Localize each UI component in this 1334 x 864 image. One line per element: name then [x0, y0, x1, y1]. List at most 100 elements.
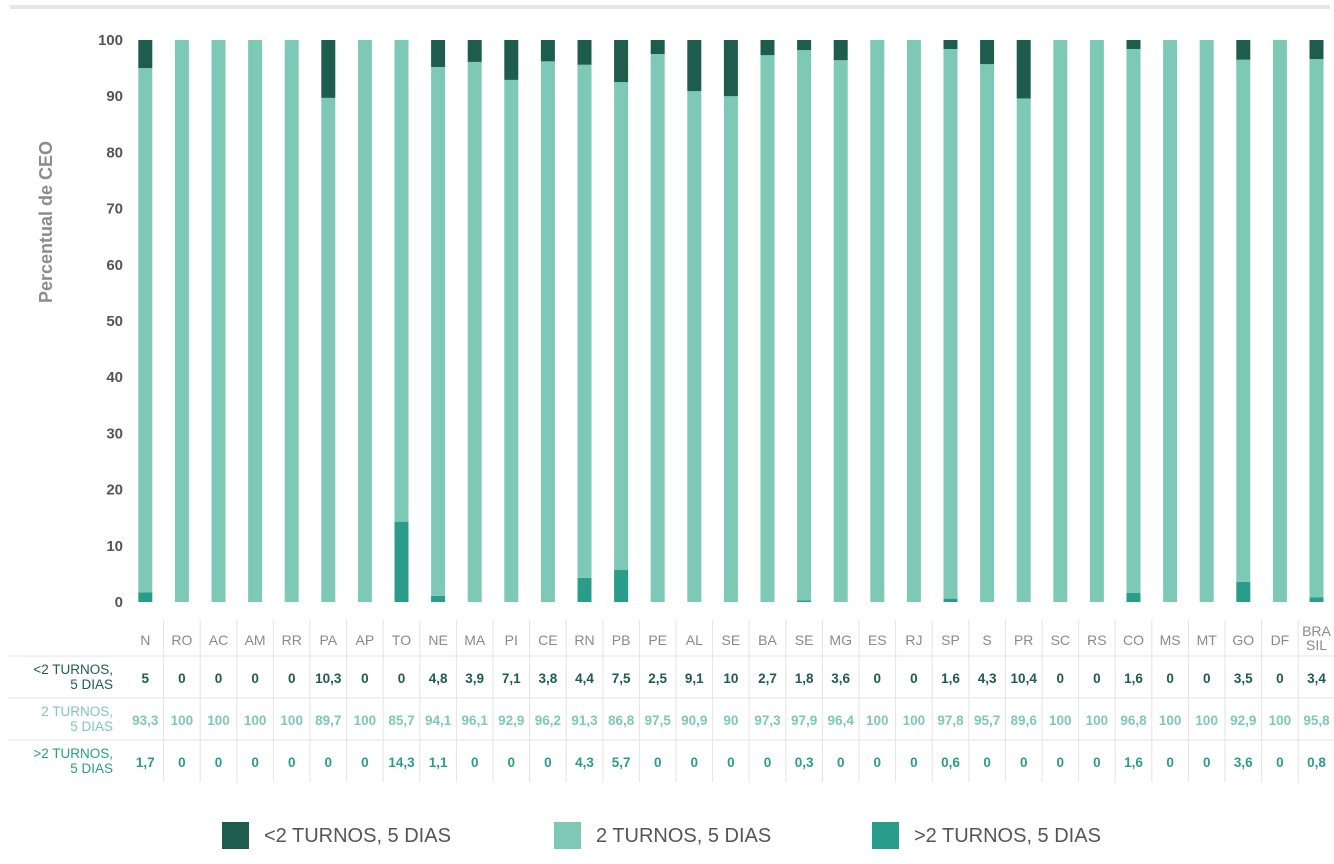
category-label: CO — [1123, 632, 1144, 648]
table-cell-value: 0 — [1166, 755, 1174, 770]
bar-segment-2 — [650, 54, 665, 603]
bar-segment-gt2 — [1236, 581, 1251, 602]
table-cell-value: 100 — [1195, 713, 1218, 728]
bar-segment-lt2 — [980, 40, 995, 65]
category-label: AP — [356, 632, 375, 648]
table-cell-value: 0 — [874, 755, 882, 770]
table-cell-value: 3,5 — [1234, 671, 1253, 686]
table-cell-value: 0 — [215, 671, 223, 686]
bar-segment-gt2 — [797, 600, 812, 602]
table-cell-value: 91,3 — [571, 713, 598, 728]
table-cell-value: 0 — [1203, 755, 1211, 770]
table-cell-value: 0 — [1166, 671, 1174, 686]
table-cell-value: 0 — [1057, 671, 1065, 686]
table-cell-value: 0 — [910, 671, 918, 686]
table-cell-value: 4,3 — [978, 671, 997, 686]
bar-segment-lt2 — [321, 40, 336, 98]
table-cell-value: 85,7 — [388, 713, 414, 728]
table-cell-value: 100 — [354, 713, 377, 728]
table-cell-value: 100 — [1049, 713, 1072, 728]
bar-segment-gt2 — [138, 592, 153, 602]
table-cell-value: 0 — [178, 671, 186, 686]
bar-segment-2 — [1272, 40, 1287, 602]
table-cell-value: 89,7 — [315, 713, 341, 728]
table-cell-value: 1,8 — [795, 671, 814, 686]
table-cell-value: 100 — [903, 713, 926, 728]
category-label: SE — [795, 632, 814, 648]
bar-segment-lt2 — [797, 40, 812, 51]
bar-segment-2 — [248, 40, 263, 602]
y-tick-label: 0 — [115, 594, 123, 611]
bar-segment-lt2 — [540, 40, 555, 62]
bar-segment-2 — [1053, 40, 1068, 602]
table-cell-value: 0 — [361, 755, 369, 770]
bar-segment-2 — [614, 82, 629, 570]
table-cell-value: 100 — [866, 713, 889, 728]
bar-segment-lt2 — [431, 40, 446, 67]
category-label: AM — [245, 632, 266, 648]
table-cell-value: 100 — [1159, 713, 1182, 728]
bar-segment-2 — [1309, 59, 1324, 598]
table-cell-value: 1,6 — [941, 671, 960, 686]
y-axis-label: Percentual de CEO — [36, 141, 56, 303]
table-cell-value: 4,8 — [429, 671, 448, 686]
category-label: DF — [1271, 632, 1290, 648]
table-cell-value: 0 — [1020, 755, 1028, 770]
bar-segment-lt2 — [614, 40, 629, 83]
table-cell-value: 94,1 — [425, 713, 452, 728]
table-cell-value: 97,3 — [754, 713, 781, 728]
table-cell-value: 95,7 — [974, 713, 1000, 728]
data-table: N RO AC AM RR PA AP TO NE MA PI CE RN PB PE AL SE BA SE MG E… — [8, 620, 1334, 782]
table-cell-value: 5,7 — [612, 755, 631, 770]
table-cell-value: 92,9 — [1230, 713, 1256, 728]
bar-segment-lt2 — [138, 40, 153, 69]
bar-segment-2 — [431, 66, 446, 596]
table-cell-value: 100 — [171, 713, 194, 728]
table-cell-value: 89,6 — [1011, 713, 1038, 728]
table-cell-value: 3,6 — [831, 671, 850, 686]
legend-swatch — [222, 822, 249, 849]
table-cell-value: 0 — [910, 755, 918, 770]
legend-label: 2 TURNOS, 5 DIAS — [596, 825, 771, 847]
table-cell-value: 0 — [764, 755, 772, 770]
bar-segment-lt2 — [760, 40, 775, 56]
category-label: S — [982, 632, 991, 648]
y-axis-ticks: 0 10 20 30 40 50 60 70 80 90 100 — [98, 32, 123, 611]
bar-segment-2 — [394, 40, 409, 522]
table-cell-value: 0 — [874, 671, 882, 686]
bar-segment-2 — [760, 55, 775, 602]
bar-segment-lt2 — [1016, 40, 1031, 99]
bar-segment-gt2 — [614, 569, 629, 602]
category-label: GO — [1232, 632, 1254, 648]
category-label: NE — [428, 632, 447, 648]
table-cell-value: 97,8 — [937, 713, 964, 728]
top-rule — [10, 5, 1330, 9]
category-label: CE — [538, 632, 557, 648]
table-row-label: 2 TURNOS, 5 DIAS — [41, 704, 113, 734]
table-cell-value: 0 — [251, 671, 259, 686]
table-cell-value: 2,7 — [758, 671, 777, 686]
bar-segment-2 — [1126, 48, 1141, 594]
legend-swatch — [554, 822, 581, 849]
bar-segment-lt2 — [1236, 40, 1251, 60]
table-cell-value: 0 — [288, 755, 296, 770]
table-cell-value: 3,6 — [1234, 755, 1253, 770]
table-cell-value: 0 — [1276, 755, 1284, 770]
table-cell-value: 0 — [1057, 755, 1065, 770]
bar-segment-2 — [797, 50, 812, 601]
table-cell-value: 2,5 — [648, 671, 667, 686]
table-cell-value: 0 — [215, 755, 223, 770]
category-label: RJ — [905, 632, 922, 648]
bar-segment-2 — [577, 64, 592, 578]
y-tick-label: 30 — [106, 425, 123, 442]
table-cell-value: 0 — [691, 755, 699, 770]
category-label: PB — [612, 632, 631, 648]
table-cell-value: 100 — [244, 713, 267, 728]
category-label: MA — [464, 632, 486, 648]
y-tick-label: 70 — [106, 201, 123, 218]
table-cell-value: 0 — [325, 755, 333, 770]
table-cell-value: 0 — [398, 671, 406, 686]
table-cell-value: 9,1 — [685, 671, 704, 686]
y-tick-label: 90 — [106, 88, 123, 105]
table-cell-value: 0,3 — [795, 755, 814, 770]
